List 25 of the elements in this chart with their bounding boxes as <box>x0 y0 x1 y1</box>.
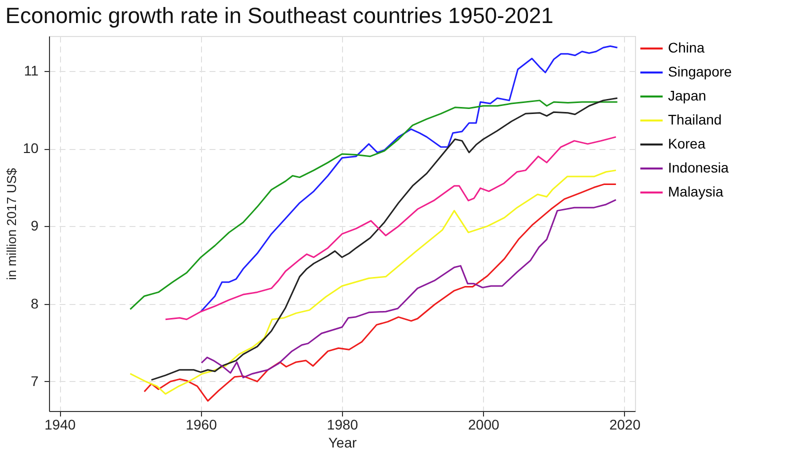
y-tick-label: 8 <box>30 295 39 312</box>
legend-label: Singapore <box>668 64 732 80</box>
x-tick-label: 1960 <box>186 416 218 432</box>
legend-label: Indonesia <box>668 160 729 176</box>
x-tick-label: 2020 <box>609 416 641 432</box>
line-series <box>129 100 618 310</box>
x-tick-label: 2000 <box>468 416 500 432</box>
legend-label: China <box>668 40 705 56</box>
legend-label: Japan <box>668 88 706 104</box>
x-axis-title: Year <box>328 434 357 450</box>
chart-title: Economic growth rate in Southeast countries 1950-2021 <box>5 3 554 28</box>
legend-label: Thailand <box>668 112 722 128</box>
y-tick-label: 7 <box>30 372 39 389</box>
line-series <box>200 199 617 378</box>
legend-label: Korea <box>668 136 706 152</box>
y-tick-label: 11 <box>24 62 39 78</box>
line-series <box>150 97 618 381</box>
y-axis-title: in million 2017 US$ <box>4 167 19 280</box>
line-series <box>164 136 617 320</box>
x-tick-label: 1940 <box>44 416 76 432</box>
legend-label: Malaysia <box>668 184 724 200</box>
y-tick-label: 9 <box>30 218 39 234</box>
line-series <box>200 45 618 312</box>
y-tick-label: 10 <box>22 140 39 156</box>
x-tick-label: 1980 <box>326 416 358 432</box>
